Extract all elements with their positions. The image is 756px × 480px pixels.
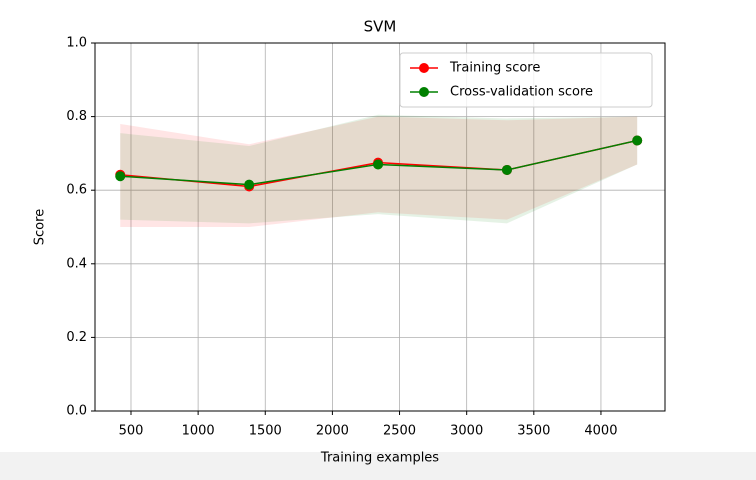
- point: [244, 179, 255, 190]
- y-axis-label: Score: [33, 209, 48, 245]
- x-axis-label: Training examples: [320, 451, 439, 466]
- point: [501, 164, 512, 175]
- band: [120, 116, 638, 227]
- point: [632, 135, 643, 146]
- x-tick-label: 2500: [383, 424, 416, 439]
- legend-box: [399, 52, 653, 108]
- x-tick-label: 4000: [584, 424, 617, 439]
- point: [115, 171, 126, 182]
- legend-label: Training score: [449, 61, 540, 76]
- x-tick-label: 1500: [249, 424, 282, 439]
- point: [373, 159, 384, 170]
- y-tick-label: 0.2: [66, 330, 87, 345]
- footer-strip: [0, 452, 756, 480]
- y-tick-label: 0.4: [66, 256, 87, 271]
- legend-marker: [419, 63, 429, 73]
- chart-title: SVM: [364, 18, 397, 36]
- y-tick-label: 0.6: [66, 183, 87, 198]
- x-tick-label: 3500: [517, 424, 550, 439]
- x-tick-label: 1000: [182, 424, 215, 439]
- legend-marker: [419, 87, 429, 97]
- legend-label: Cross-validation score: [450, 85, 593, 100]
- plot-frame: [94, 42, 666, 412]
- x-tick-label: 2000: [316, 424, 349, 439]
- y-tick-label: 1.0: [66, 36, 87, 51]
- x-tick-label: 3000: [450, 424, 483, 439]
- y-tick-label: 0.0: [66, 404, 87, 419]
- x-tick-label: 500: [119, 424, 144, 439]
- y-tick-label: 0.8: [66, 109, 87, 124]
